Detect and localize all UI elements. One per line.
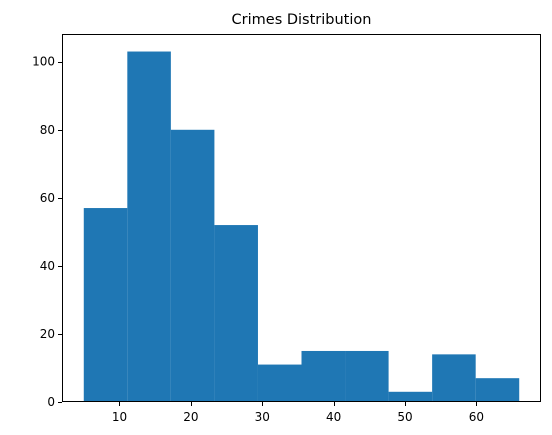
chart-title: Crimes Distribution (232, 12, 372, 28)
histogram-bar (475, 378, 520, 402)
y-tick-label: 40 (40, 259, 55, 273)
x-axis: 10 20 30 40 50 60 (112, 402, 484, 424)
x-tick-label: 60 (469, 410, 484, 424)
x-tick-label: 10 (112, 410, 127, 424)
histogram-bar (257, 364, 302, 402)
y-tick-label: 80 (40, 123, 55, 137)
plot-frame (62, 34, 541, 402)
x-tick-label: 50 (397, 410, 412, 424)
x-tick-label: 30 (255, 410, 270, 424)
y-tick-label: 0 (47, 395, 55, 409)
bars-group (83, 51, 520, 403)
histogram-bar (345, 350, 389, 402)
histogram-bar (301, 350, 346, 402)
histogram-bar (83, 208, 128, 402)
y-tick-label: 100 (32, 55, 55, 69)
histogram-bar (214, 225, 258, 402)
x-tick-label: 20 (183, 410, 198, 424)
y-tick-label: 20 (40, 327, 55, 341)
histogram-bar (388, 391, 433, 402)
histogram-bar (170, 129, 215, 403)
x-tick-label: 40 (326, 410, 341, 424)
y-tick-label: 60 (40, 191, 55, 205)
histogram-bar (432, 354, 476, 402)
y-axis: 0 20 40 60 80 100 (32, 55, 62, 409)
histogram-bar (127, 51, 171, 403)
